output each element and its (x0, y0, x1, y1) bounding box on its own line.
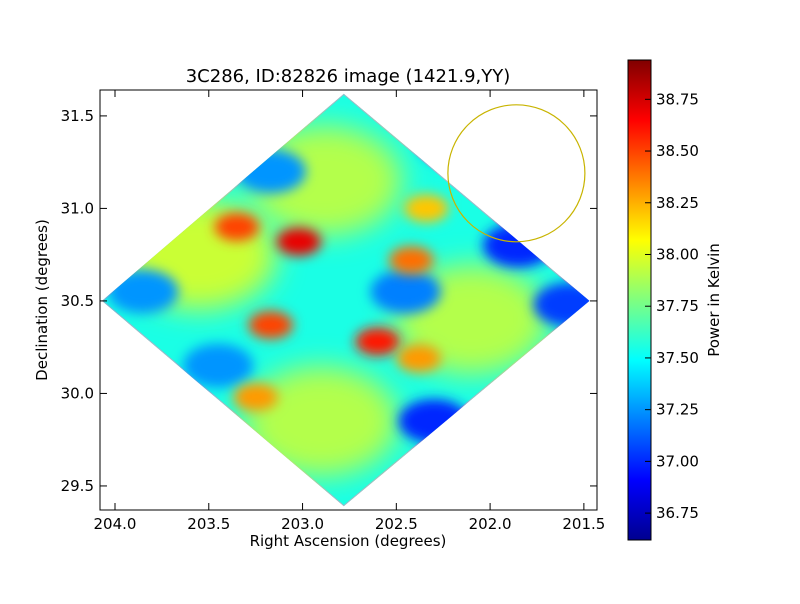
cold-spot (483, 223, 554, 268)
colorbar-tick-label: 38.50 (656, 142, 699, 160)
x-tick-label: 201.5 (562, 515, 605, 533)
cold-spot (235, 149, 306, 194)
colorbar-tick-label: 37.75 (656, 297, 699, 315)
cold-spot (417, 121, 488, 166)
x-tick-label: 203.5 (187, 515, 230, 533)
x-axis-label: Right Ascension (degrees) (250, 532, 447, 550)
cold-spot (370, 269, 441, 314)
x-tick-label: 204.0 (94, 515, 137, 533)
y-tick-label: 31.0 (61, 199, 94, 217)
colorbar-tick-label: 38.25 (656, 194, 699, 212)
x-tick-label: 203.0 (281, 515, 324, 533)
hot-spot (403, 194, 449, 223)
colorbar-ticks: 36.75 37.00 37.25 37.50 37.75 38.00 38.25 38.50… (645, 90, 699, 522)
colorbar-gradient (627, 59, 652, 541)
plot-frame (99, 89, 598, 511)
cold-spot (183, 343, 254, 388)
hot-spot (233, 383, 279, 412)
hot-spot (214, 212, 260, 241)
colorbar-tick-label: 38.75 (656, 90, 699, 108)
cold-spot (107, 269, 179, 314)
cold-spot (533, 282, 590, 327)
y-tick-label: 29.5 (61, 477, 94, 495)
cold-spot (398, 399, 469, 444)
y-axis-ticks: 29.5 30.0 30.5 31.0 31.5 (61, 107, 597, 495)
y-tick-label: 31.5 (61, 107, 94, 125)
x-axis-ticks: 204.0 203.5 203.0 202.5 202.0 201.5 (94, 90, 605, 533)
colorbar-tick-label: 38.00 (656, 245, 699, 263)
hot-spot (276, 227, 322, 256)
heatmap-image (101, 93, 590, 507)
x-tick-label: 202.0 (469, 515, 512, 533)
hot-spot (248, 311, 294, 339)
y-tick-label: 30.0 (61, 384, 94, 402)
hot-spot (388, 246, 434, 275)
colorbar-tick-label: 37.25 (656, 401, 699, 419)
x-tick-label: 202.5 (375, 515, 418, 533)
colorbar: 36.75 37.00 37.25 37.50 37.75 38.00 38.25 38.50… (627, 59, 723, 541)
warm-spot (244, 366, 399, 477)
y-axis-label: Declination (degrees) (33, 219, 51, 381)
colorbar-tick-label: 37.50 (656, 349, 699, 367)
hot-spot (355, 327, 400, 356)
colorbar-tick-label: 36.75 (656, 504, 699, 522)
annotation-circle (447, 104, 586, 243)
chart-title: 3C286, ID:82826 image (1421.9,YY) (186, 66, 511, 87)
colorbar-label: Power in Kelvin (705, 243, 723, 357)
y-tick-label: 30.5 (61, 292, 94, 310)
colorbar-tick-label: 37.00 (656, 452, 699, 470)
hot-spot (396, 344, 442, 373)
